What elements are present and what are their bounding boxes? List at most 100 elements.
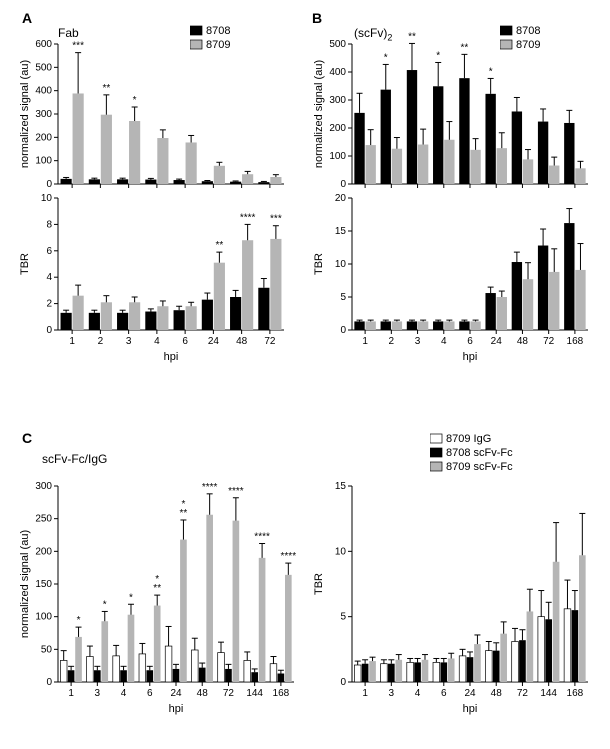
svg-text:*: * xyxy=(489,66,493,77)
svg-text:8708 scFv-Fc: 8708 scFv-Fc xyxy=(446,447,513,459)
svg-text:3: 3 xyxy=(415,336,421,347)
svg-text:168: 168 xyxy=(567,688,584,699)
svg-text:72: 72 xyxy=(223,688,235,699)
svg-text:8709: 8709 xyxy=(206,39,230,51)
svg-text:72: 72 xyxy=(517,688,529,699)
svg-text:250: 250 xyxy=(35,514,52,525)
legend-a: 8708 8709 xyxy=(190,20,300,52)
chart-a-bottom: 0246810TBR12346244872*********hpi xyxy=(18,192,298,372)
svg-text:****: **** xyxy=(228,486,244,497)
svg-text:4: 4 xyxy=(154,336,160,347)
svg-text:50: 50 xyxy=(41,644,53,655)
svg-text:24: 24 xyxy=(491,336,503,347)
svg-text:**: ** xyxy=(461,42,469,53)
svg-text:72: 72 xyxy=(264,336,276,347)
svg-text:8: 8 xyxy=(46,219,52,230)
svg-text:6: 6 xyxy=(147,688,153,699)
svg-text:400: 400 xyxy=(35,86,52,97)
svg-text:15: 15 xyxy=(335,481,347,492)
title-c: scFv-Fc/IgG xyxy=(42,452,107,466)
svg-text:*: * xyxy=(129,592,133,603)
svg-text:168: 168 xyxy=(273,688,290,699)
legend-c: 8709 IgG8708 scFv-Fc8709 scFv-Fc xyxy=(430,428,610,476)
svg-text:2: 2 xyxy=(98,336,104,347)
svg-text:10: 10 xyxy=(41,193,53,204)
svg-text:48: 48 xyxy=(236,336,248,347)
svg-text:***: *** xyxy=(72,41,84,52)
svg-text:normalized signal (au): normalized signal (au) xyxy=(19,530,31,638)
svg-text:*: * xyxy=(77,615,81,626)
svg-text:4: 4 xyxy=(121,688,127,699)
svg-text:6: 6 xyxy=(441,688,447,699)
svg-text:TBR: TBR xyxy=(313,573,325,595)
svg-text:48: 48 xyxy=(517,336,529,347)
svg-text:normalized signal (au): normalized signal (au) xyxy=(19,60,31,168)
svg-text:****: **** xyxy=(240,212,256,223)
svg-text:10: 10 xyxy=(335,546,347,557)
svg-text:150: 150 xyxy=(35,579,52,590)
svg-text:0: 0 xyxy=(46,179,52,190)
svg-text:24: 24 xyxy=(208,336,220,347)
svg-text:2: 2 xyxy=(389,336,395,347)
svg-text:1: 1 xyxy=(68,688,74,699)
svg-text:24: 24 xyxy=(170,688,182,699)
svg-text:300: 300 xyxy=(35,481,52,492)
svg-text:*: * xyxy=(436,50,440,61)
svg-text:15: 15 xyxy=(335,226,347,237)
svg-text:***: *** xyxy=(270,214,282,225)
svg-text:hpi: hpi xyxy=(169,703,184,715)
svg-text:100: 100 xyxy=(329,151,346,162)
svg-text:**: ** xyxy=(180,508,188,519)
svg-text:**: ** xyxy=(153,583,161,594)
svg-text:200: 200 xyxy=(35,546,52,557)
svg-text:2: 2 xyxy=(46,299,52,310)
svg-text:144: 144 xyxy=(540,688,557,699)
svg-text:1: 1 xyxy=(362,336,368,347)
svg-text:5: 5 xyxy=(340,292,346,303)
svg-text:20: 20 xyxy=(335,193,347,204)
svg-text:4: 4 xyxy=(441,336,447,347)
svg-text:10: 10 xyxy=(335,259,347,270)
svg-text:normalized signal (au): normalized signal (au) xyxy=(313,60,325,168)
svg-text:TBR: TBR xyxy=(19,253,31,275)
svg-text:48: 48 xyxy=(491,688,503,699)
svg-text:hpi: hpi xyxy=(164,351,179,363)
svg-text:6: 6 xyxy=(467,336,473,347)
svg-text:300: 300 xyxy=(35,109,52,120)
svg-text:500: 500 xyxy=(35,62,52,73)
svg-text:100: 100 xyxy=(35,156,52,167)
svg-text:400: 400 xyxy=(329,67,346,78)
svg-text:300: 300 xyxy=(329,95,346,106)
svg-text:*: * xyxy=(103,599,107,610)
svg-text:****: **** xyxy=(202,482,218,493)
panel-label-b: B xyxy=(312,10,322,26)
svg-text:**: ** xyxy=(215,240,223,251)
svg-text:3: 3 xyxy=(126,336,132,347)
svg-text:24: 24 xyxy=(464,688,476,699)
svg-text:3: 3 xyxy=(95,688,101,699)
svg-text:5: 5 xyxy=(340,612,346,623)
svg-text:6: 6 xyxy=(46,246,52,257)
svg-text:1: 1 xyxy=(362,688,368,699)
svg-text:168: 168 xyxy=(567,336,584,347)
svg-text:*: * xyxy=(133,95,137,106)
svg-text:****: **** xyxy=(281,551,297,562)
svg-text:hpi: hpi xyxy=(463,703,478,715)
svg-text:0: 0 xyxy=(340,325,346,336)
svg-text:TBR: TBR xyxy=(313,253,325,275)
svg-text:8708: 8708 xyxy=(516,25,540,37)
svg-text:**: ** xyxy=(102,83,110,94)
svg-text:**: ** xyxy=(408,31,416,42)
svg-text:500: 500 xyxy=(329,39,346,50)
svg-text:8708: 8708 xyxy=(206,25,230,37)
svg-text:200: 200 xyxy=(35,132,52,143)
svg-text:1: 1 xyxy=(69,336,75,347)
svg-text:6: 6 xyxy=(182,336,188,347)
svg-text:8709 IgG: 8709 IgG xyxy=(446,433,491,445)
panel-label-c: C xyxy=(22,430,32,446)
legend-b: 87088709 xyxy=(500,20,610,52)
chart-c-right: 051015TBR1346244872144168hpi xyxy=(312,468,602,728)
svg-text:48: 48 xyxy=(197,688,209,699)
svg-text:0: 0 xyxy=(46,677,52,688)
svg-text:144: 144 xyxy=(246,688,263,699)
